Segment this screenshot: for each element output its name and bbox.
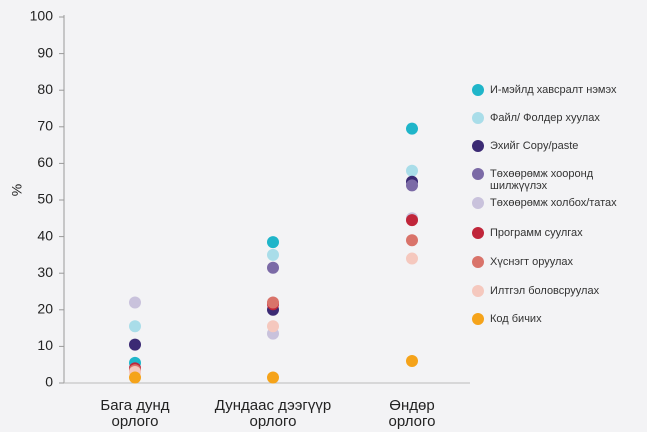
legend-label: Эхийг Copy/paste [490,140,579,152]
legend-swatch [472,112,484,124]
legend-label: Файл/ Фолдер хуулах [490,112,600,124]
dot [406,179,418,192]
legend-swatch [472,140,484,152]
legend-label: Код бичих [490,313,542,325]
dot [406,234,418,247]
y-tick-label: 90 [37,44,53,60]
dot [406,214,418,227]
dot [406,122,418,135]
legend-label: Программ суулгах [490,227,583,239]
y-tick-label: 10 [37,337,53,353]
x-tick-label: Өндөр орлого [388,397,436,430]
x-tick-label: Бага дунд орлого [100,397,170,430]
y-tick-label: 0 [45,374,53,390]
y-axis-label: % [9,184,25,196]
legend-label: Төхөөрөмж хооронд шилжүүлэх [490,168,594,192]
dot [406,252,418,265]
dot [406,355,418,368]
legend-label: Илтгэл боловсруулах [490,285,600,297]
legend-label: Төхөөрөмж холбох/татах [490,197,617,209]
dot [267,371,279,384]
dot [267,261,279,274]
y-tick-label: 60 [37,154,53,170]
y-tick-label: 70 [37,118,53,134]
dot [129,320,141,333]
y-tick-label: 40 [37,227,53,243]
dot [406,164,418,177]
legend-swatch [472,168,484,180]
y-tick-label: 30 [37,264,53,280]
y-tick-label: 100 [30,8,54,24]
legend-swatch [472,227,484,239]
dot [129,296,141,309]
legend-swatch [472,197,484,209]
legend-swatch [472,313,484,325]
dot [129,371,141,384]
dot [267,248,279,261]
x-tick-label: Дундаас дээгүүр орлого [214,397,332,430]
y-tick-label: 80 [37,81,53,97]
dot [129,338,141,351]
dot [267,320,279,333]
y-tick-label: 50 [37,191,53,207]
legend-swatch [472,84,484,96]
dot [267,296,279,309]
legend-swatch [472,285,484,297]
legend-swatch [472,256,484,268]
legend-label: И-мэйлд хавсралт нэмэх [490,84,617,96]
legend-label: Хүснэгт оруулах [490,256,574,268]
dot [267,236,279,249]
y-tick-label: 20 [37,301,53,317]
